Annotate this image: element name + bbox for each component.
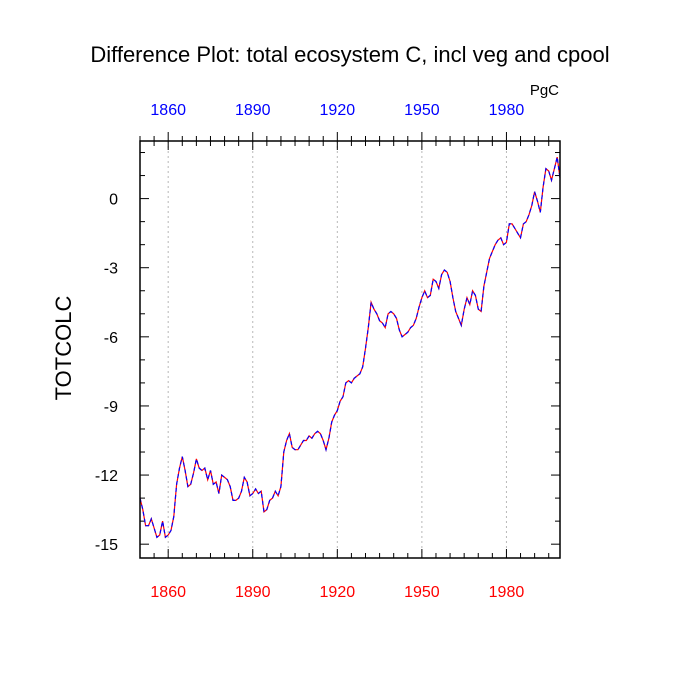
grid-lines	[167, 141, 507, 558]
y-tick-label: -6	[104, 330, 118, 347]
series-layer	[139, 156, 561, 539]
x-tick-label-top: 1980	[489, 102, 525, 119]
x-tick-label-top: 1950	[404, 102, 440, 119]
x-tick-label-top: 1860	[150, 102, 186, 119]
plot-frame	[139, 140, 561, 559]
y-tick-label: -3	[104, 261, 118, 278]
x-tick-label-top: 1920	[320, 102, 356, 119]
x-tick-label-bottom: 1980	[489, 584, 525, 601]
chart-title: Difference Plot: total ecosystem C, incl…	[90, 42, 609, 67]
y-tick-label: -12	[95, 468, 118, 485]
units-label: PgC	[530, 82, 559, 99]
y-tick-label: 0	[109, 192, 118, 209]
y-tick-label: -9	[104, 399, 118, 416]
y-tick-label: -15	[95, 537, 118, 554]
series-line-a	[139, 156, 561, 539]
series-line-b	[139, 156, 561, 539]
x-tick-label-bottom: 1920	[320, 584, 356, 601]
y-axis-label: TOTCOLC	[51, 296, 76, 401]
tick-labels: 1860 1860 1890 1890 1920 1920 1950 1950 1980 1980…	[95, 102, 524, 601]
x-tick-label-top: 1890	[235, 102, 271, 119]
x-tick-label-bottom: 1860	[150, 584, 186, 601]
axis-ticks	[139, 132, 560, 558]
x-tick-label-bottom: 1890	[235, 584, 271, 601]
x-tick-label-bottom: 1950	[404, 584, 440, 601]
